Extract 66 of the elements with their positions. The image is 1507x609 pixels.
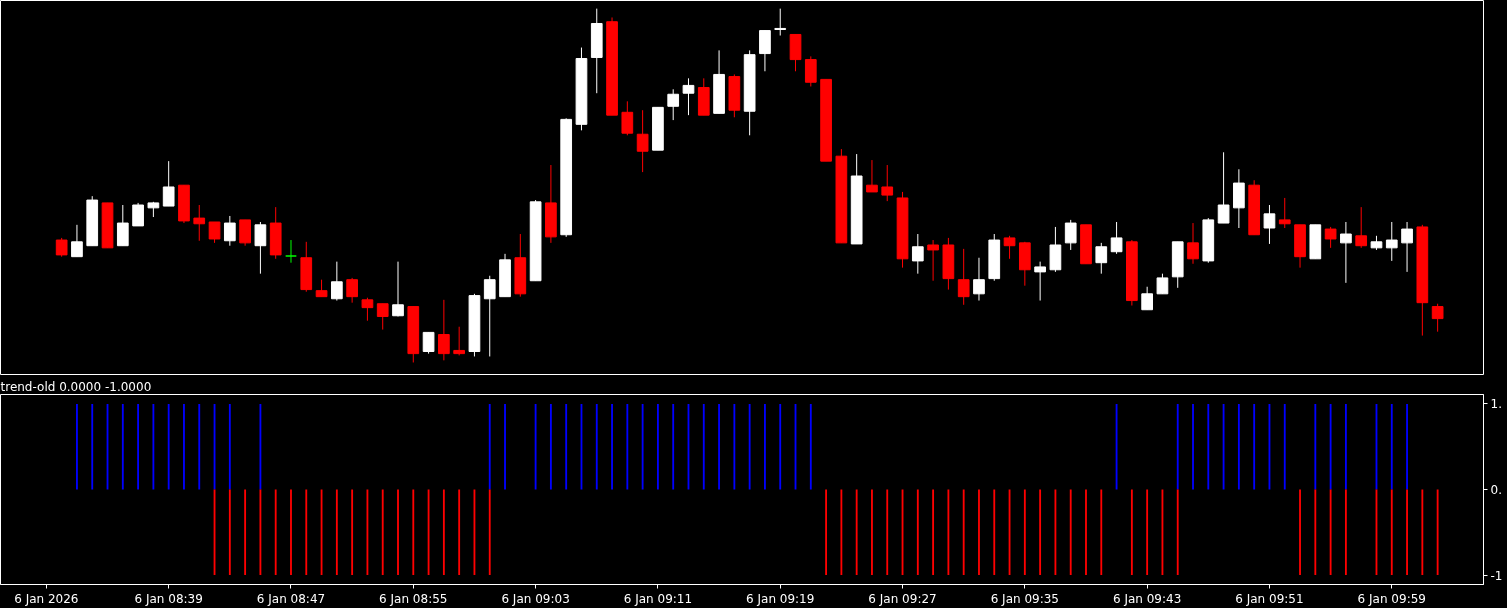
candlestick [636,109,649,173]
candlestick [881,164,894,202]
x-tick-label: 6 Jan 09:35 [990,591,1060,606]
x-tick-label: 6 Jan 08:55 [379,591,448,606]
candlestick [1141,286,1153,311]
candlestick [392,261,404,317]
candlestick [438,299,450,361]
candlestick [132,202,144,227]
candlestick [254,221,267,275]
candlestick [1263,204,1276,245]
candlestick [346,277,358,304]
candlestick [1187,222,1199,265]
candlestick [667,88,680,121]
candlestick [1156,273,1169,295]
candlestick [774,8,787,37]
candlestick [116,204,129,247]
candlestick [483,275,496,357]
candlestick [71,224,83,258]
candlestick [804,55,817,87]
candlestick [376,303,389,331]
candlestick [422,331,435,355]
x-tick-label: 6 Jan 09:51 [1235,591,1304,606]
x-tick-label: 6 Jan 09:11 [623,591,693,606]
candlestick [621,100,634,136]
candlestick [1110,221,1123,255]
x-tick-label: 6 Jan 09:59 [1357,591,1426,606]
candlestick [1431,303,1444,333]
candlestick [1355,206,1368,249]
candlestick [193,204,206,242]
candlestick [208,221,221,244]
candlestick [453,326,466,356]
candlestick [361,297,374,322]
x-tick-label: 6 Jan 09:43 [1112,591,1182,606]
candlestick [1217,151,1230,224]
candlestick [223,215,236,247]
candlestick [911,233,924,275]
candlestick [927,239,939,282]
candlestick [1324,226,1337,249]
candlestick [55,237,68,258]
candlestick [1278,197,1291,229]
candlestick [284,239,298,264]
candlestick [1034,261,1046,302]
candlestick [1003,235,1016,260]
x-tick-label: 6 Jan 09:19 [746,591,815,606]
x-tick-label: 6 Jan 08:39 [134,591,203,606]
x-tick-label: 6 Jan 2026 [14,591,79,606]
chart-title: trend-old 0.0000 -1.0000 [0,379,152,394]
x-tick-label: 6 Jan 09:27 [868,591,937,606]
candlestick [1401,221,1413,273]
candlestick [682,77,695,116]
candlestick [1385,221,1398,262]
x-tick-label: 6 Jan 08:47 [256,591,326,606]
y-tick-label: 1. [1490,397,1502,412]
candlestick [162,160,175,207]
candlestick [973,257,985,302]
x-tick-label: 6 Jan 09:03 [501,591,570,606]
y-tick-label: -1 [1490,568,1503,583]
candlestick [1095,242,1108,275]
candlestick [1340,221,1352,284]
candlestick [331,261,343,302]
y-tick-label: 0. [1490,483,1502,497]
candlestick [1064,219,1077,251]
candlestick [957,248,970,306]
candlestick [239,219,251,247]
candlestick [759,30,771,72]
candlestick [866,159,878,193]
